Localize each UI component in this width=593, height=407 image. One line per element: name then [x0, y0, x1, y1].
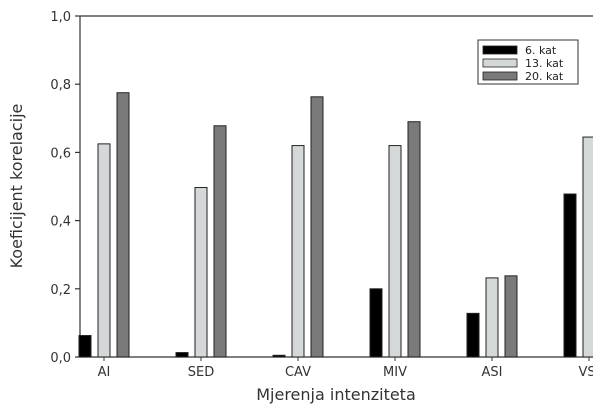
legend-label-series-1: 6. kat	[525, 44, 557, 57]
bars	[78, 92, 593, 358]
bar-sed-series-3	[213, 125, 227, 358]
y-tick-label: 0,6	[50, 146, 71, 161]
bar-asi-series-2	[485, 277, 499, 358]
bar-miv-series-1	[369, 288, 383, 358]
bar-sed-series-2	[194, 187, 208, 358]
y-tick-label: 0,4	[50, 215, 71, 230]
y-tick-label: 0,8	[50, 78, 71, 93]
bar-miv-series-3	[407, 121, 421, 358]
legend-label-series-2: 13. kat	[525, 57, 564, 70]
legend-swatch-series-2	[482, 58, 518, 68]
x-tick-labels: AI SED CAV MIV ASI VSI	[98, 357, 593, 380]
y-ticks: 0,0 0,2 0,4 0,6 0,8 1,0	[50, 10, 80, 366]
legend-swatch-series-3	[482, 71, 518, 81]
x-tick-label-sed: SED	[188, 365, 214, 380]
x-tick-label-ai: AI	[98, 365, 111, 380]
x-tick-label-vsi: VSI	[579, 365, 593, 380]
bar-ai-series-3	[116, 92, 130, 358]
bar-cav-series-1	[272, 354, 286, 358]
bar-asi-series-3	[504, 275, 518, 358]
x-axis-title: Mjerenja intenziteta	[256, 385, 416, 404]
bar-cav-series-2	[291, 145, 305, 358]
bar-vsi-series-2	[582, 136, 593, 358]
x-tick-label-asi: ASI	[482, 365, 503, 380]
bar-miv-series-2	[388, 145, 402, 358]
bar-cav-series-3	[310, 96, 324, 358]
bar-ai-series-1	[78, 335, 92, 358]
bar-ai-series-2	[97, 143, 111, 358]
legend-label-series-3: 20. kat	[525, 70, 564, 83]
legend-swatch-series-1	[482, 45, 518, 55]
y-tick-label: 0,2	[50, 283, 71, 298]
bar-asi-series-1	[466, 312, 480, 358]
x-tick-label-miv: MIV	[383, 365, 407, 380]
y-tick-label: 1,0	[50, 10, 71, 25]
y-axis-title: Koeficijent korelacije	[7, 104, 26, 269]
bar-vsi-series-1	[563, 193, 577, 358]
x-tick-label-cav: CAV	[285, 365, 311, 380]
bar-sed-series-1	[175, 352, 189, 358]
y-tick-label: 0,0	[50, 351, 71, 366]
